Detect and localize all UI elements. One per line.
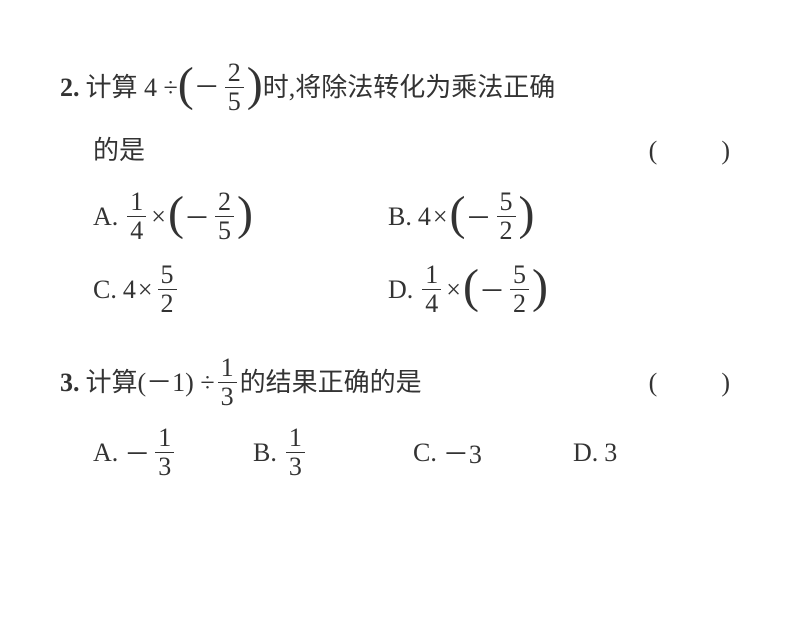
option-expr: 4 × 5 2	[123, 262, 180, 317]
right-paren-icon: )	[532, 268, 548, 306]
neg-sign: －	[466, 198, 492, 235]
q3-option-c[interactable]: C. －3	[413, 425, 573, 480]
frac-num: 1	[218, 355, 237, 382]
frac-den: 2	[158, 289, 177, 317]
q2-number: 2.	[60, 67, 80, 109]
frac: 5 2	[158, 262, 177, 317]
option-expr: 1 4 × ( － 2 5 )	[124, 189, 253, 244]
q2-text-part2: 时,将除法转化为乘法正确	[263, 67, 556, 109]
worksheet: 2. 计算 4 ÷ ( － 2 5 ) 时,将除法转化为乘法正确 的是 ( )	[0, 0, 794, 558]
frac-den: 3	[286, 452, 305, 480]
q2-answer-blank[interactable]: ( )	[649, 130, 734, 167]
frac-num: 1	[422, 262, 441, 289]
q3-stem-frac: 1 3	[218, 355, 237, 410]
q3-options: A. － 1 3 B. 1 3	[93, 425, 734, 480]
times-icon: ×	[138, 275, 153, 305]
frac-num: 2	[225, 60, 244, 87]
frac-den: 4	[127, 216, 146, 244]
option-letter: A.	[93, 202, 118, 232]
frac-num: 1	[155, 425, 174, 452]
option-letter: D.	[573, 438, 598, 468]
times-icon: ×	[151, 202, 166, 232]
q2-text-line2: 的是	[93, 130, 145, 167]
frac-den: 3	[218, 382, 237, 410]
option-letter: B.	[253, 438, 277, 468]
q3-row1: A. － 1 3 B. 1 3	[93, 425, 734, 480]
frac: 5 2	[510, 262, 529, 317]
q2-option-b[interactable]: B. 4 × ( － 5 2 )	[388, 189, 683, 244]
q2-stem-frac: 2 5	[225, 60, 244, 115]
neg-sign: －	[479, 271, 505, 308]
q2-options: A. 1 4 × ( － 2 5 )	[93, 189, 734, 317]
option-expr: 1 4 × ( － 5 2 )	[419, 262, 548, 317]
left-paren-icon: (	[450, 195, 466, 233]
times-icon: ×	[433, 202, 448, 232]
frac-den: 2	[510, 289, 529, 317]
option-letter: D.	[388, 275, 413, 305]
q3-option-a[interactable]: A. － 1 3	[93, 425, 253, 480]
frac: 1 4	[422, 262, 441, 317]
left-paren-icon: (	[168, 195, 184, 233]
frac-num: 1	[127, 189, 146, 216]
option-letter: C.	[413, 438, 437, 468]
right-paren-icon: )	[237, 195, 253, 233]
frac-den: 4	[422, 289, 441, 317]
frac-den: 5	[225, 87, 244, 115]
option-letter: A.	[93, 438, 118, 468]
right-paren-icon: )	[247, 66, 263, 104]
left-paren-icon: (	[463, 268, 479, 306]
q3-stem-line: 3. 计算(－1) ÷ 1 3 的结果正确的是 ( )	[60, 355, 734, 410]
q3-stem-left: 3. 计算(－1) ÷ 1 3 的结果正确的是	[60, 355, 422, 410]
neg-sign: －	[184, 198, 210, 235]
frac-num: 5	[510, 262, 529, 289]
option-expr: － 1 3	[124, 425, 177, 480]
option-text: 3	[604, 438, 617, 468]
question-2: 2. 计算 4 ÷ ( － 2 5 ) 时,将除法转化为乘法正确 的是 ( )	[60, 60, 734, 317]
q3-number: 3.	[60, 362, 80, 404]
q2-option-d[interactable]: D. 1 4 × ( － 5 2 )	[388, 262, 683, 317]
q2-stem-line1: 2. 计算 4 ÷ ( － 2 5 ) 时,将除法转化为乘法正确	[60, 60, 734, 115]
frac-num: 2	[215, 189, 234, 216]
times-icon: ×	[446, 275, 461, 305]
q2-row2: C. 4 × 5 2 D. 1	[93, 262, 734, 317]
left-paren-icon: (	[178, 66, 194, 104]
option-expr: 4 × ( － 5 2 )	[418, 189, 535, 244]
num-text: 4	[123, 275, 136, 305]
q3-text-part0: 计算(－1) ÷	[86, 362, 215, 404]
frac-den: 2	[497, 216, 516, 244]
q3-answer-blank[interactable]: ( )	[649, 362, 734, 404]
option-expr: 1 3	[283, 425, 308, 480]
q3-option-d[interactable]: D. 3	[573, 425, 733, 480]
frac: 1 3	[286, 425, 305, 480]
frac-num: 5	[158, 262, 177, 289]
q2-stem-expr: 计算 4 ÷ ( － 2 5 ) 时,将除法转化为乘法正确	[86, 60, 556, 115]
q2-neg-sign: －	[194, 67, 220, 109]
frac: 5 2	[497, 189, 516, 244]
option-letter: C.	[93, 275, 117, 305]
q3-option-b[interactable]: B. 1 3	[253, 425, 413, 480]
frac-den: 3	[155, 452, 174, 480]
q2-row1: A. 1 4 × ( － 2 5 )	[93, 189, 734, 244]
option-letter: B.	[388, 202, 412, 232]
option-text: －3	[443, 434, 482, 471]
q2-option-c[interactable]: C. 4 × 5 2	[93, 262, 388, 317]
frac: 1 4	[127, 189, 146, 244]
neg-sign: －	[124, 434, 150, 471]
q3-text-part2: 的结果正确的是	[240, 362, 422, 404]
frac: 2 5	[215, 189, 234, 244]
right-paren-icon: )	[519, 195, 535, 233]
q2-text-part0: 计算 4 ÷	[86, 67, 178, 109]
q2-option-a[interactable]: A. 1 4 × ( － 2 5 )	[93, 189, 388, 244]
question-3: 3. 计算(－1) ÷ 1 3 的结果正确的是 ( ) A. － 1	[60, 355, 734, 480]
frac-num: 1	[286, 425, 305, 452]
frac-den: 5	[215, 216, 234, 244]
num-text: 4	[418, 202, 431, 232]
q2-stem-line2: 的是 ( )	[93, 130, 734, 167]
frac-num: 5	[497, 189, 516, 216]
frac: 1 3	[155, 425, 174, 480]
